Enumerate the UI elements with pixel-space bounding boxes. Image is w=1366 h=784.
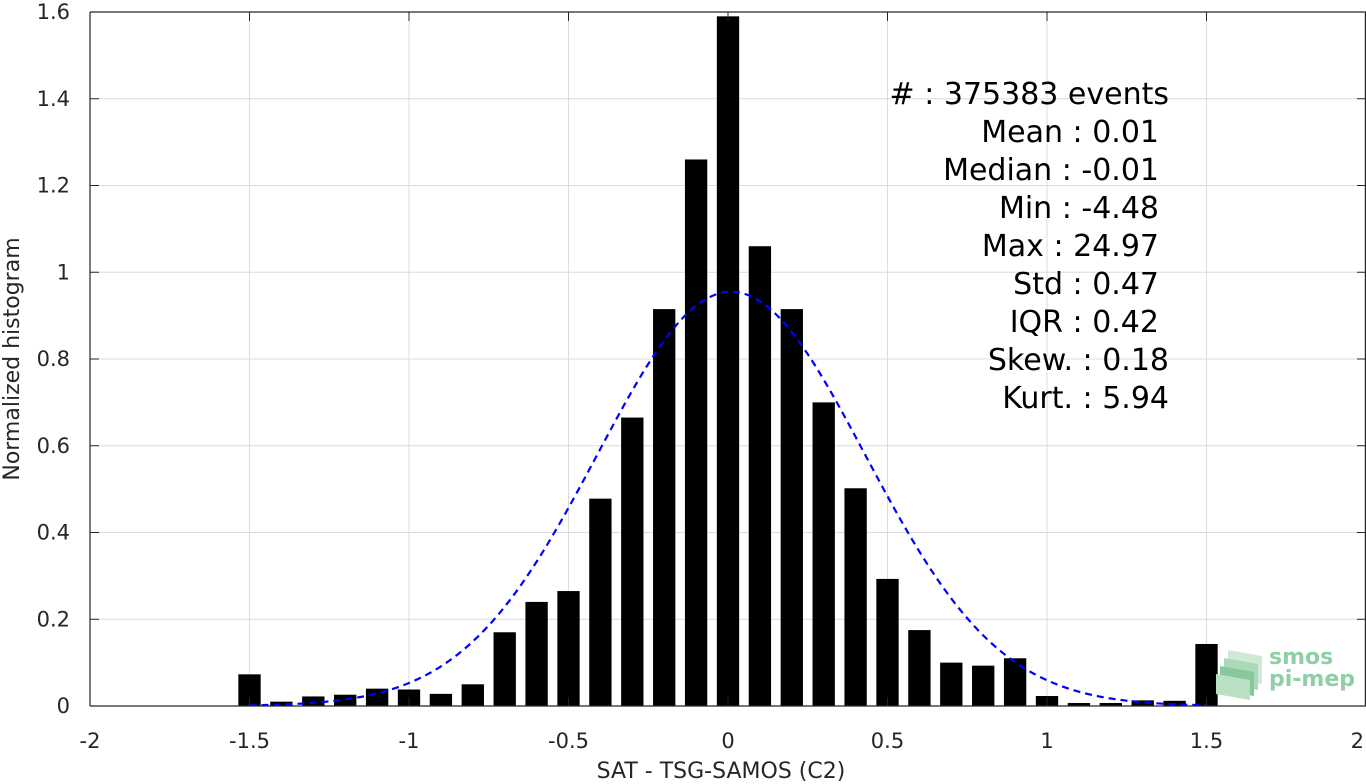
histogram-bar (940, 662, 963, 706)
smos-pi-mep-logo: smos pi-mep (1216, 645, 1355, 700)
stats-median: Median : -0.01 (943, 153, 1159, 188)
histogram-bar (716, 16, 740, 706)
y-tick-label: 1.4 (37, 87, 70, 111)
y-tick-labels: 0 0.2 0.4 0.6 0.8 1 1.2 1.4 1.6 (37, 0, 70, 718)
y-tick-label: 0.8 (37, 347, 70, 371)
logo-text-pi-mep: pi-mep (1269, 667, 1355, 692)
x-tick-label: -1 (399, 729, 420, 753)
y-tick-label: 1.6 (37, 0, 70, 24)
histogram-bar (812, 402, 835, 706)
x-tick-label: 0.5 (871, 729, 904, 753)
histogram-bar (876, 578, 899, 706)
y-axis-label: Normalized histogram (0, 237, 25, 480)
histogram-bar (238, 674, 261, 706)
stats-kurt: Kurt. : 5.94 (1002, 381, 1169, 416)
gaussian-fit-curve (249, 290, 1207, 707)
histogram-bar (908, 630, 931, 706)
logo-text-smos: smos (1269, 645, 1333, 670)
x-tick-label: -2 (80, 729, 101, 753)
histogram-bar (461, 684, 484, 706)
y-tick-label: 1.2 (37, 174, 70, 198)
histogram-bar (653, 309, 676, 706)
x-tick-label: 2 (1351, 729, 1364, 753)
histogram-bar (1131, 700, 1154, 706)
x-tick-label: -1.5 (229, 729, 270, 753)
logo-graphic-icon (1216, 650, 1262, 700)
histogram-bar (589, 498, 612, 706)
histogram-bar (429, 693, 453, 706)
y-tick-label: 0.6 (37, 434, 70, 458)
histogram-bar (270, 701, 293, 706)
x-axis-label: SAT - TSG-SAMOS (C2) (597, 759, 846, 784)
stats-iqr: IQR : 0.42 (1010, 305, 1159, 340)
histogram-bar (1003, 658, 1027, 706)
histogram-bars (238, 16, 1218, 707)
x-tick-label: 1.5 (1190, 729, 1223, 753)
histogram-bar (844, 488, 867, 706)
x-tick-label: 0 (721, 729, 734, 753)
stats-skew: Skew. : 0.18 (988, 343, 1169, 378)
y-tick-label: 0.4 (37, 521, 70, 545)
histogram-bar (972, 665, 995, 706)
histogram-bar (302, 696, 325, 706)
histogram-bar (1099, 702, 1122, 706)
y-tick-label: 0.2 (37, 607, 70, 631)
histogram-bar (621, 417, 644, 706)
histogram-bar (525, 601, 548, 706)
y-tick-label: 0 (57, 694, 70, 718)
stats-min: Min : -4.48 (999, 191, 1159, 226)
histogram-bar (780, 309, 803, 706)
y-tick-label: 1 (57, 260, 70, 284)
x-tick-label: -0.5 (548, 729, 589, 753)
stats-mean: Mean : 0.01 (981, 115, 1159, 150)
histogram-bar (493, 632, 516, 706)
histogram-bar (1195, 643, 1218, 706)
histogram-bar (748, 246, 772, 706)
histogram-bar (684, 159, 708, 707)
histogram-bar (334, 694, 357, 706)
histogram-bar (557, 591, 580, 706)
axes (89, 11, 1366, 707)
stats-std: Std : 0.47 (1013, 267, 1159, 302)
stats-max: Max : 24.97 (982, 229, 1159, 264)
stats-events: # : 375383 events (890, 77, 1169, 112)
x-tick-labels: -2 -1.5 -1 -0.5 0 0.5 1 1.5 2 (80, 729, 1364, 753)
histogram-bar (1067, 702, 1091, 706)
stats-box: # : 375383 events Mean : 0.01 Median : -… (890, 77, 1169, 416)
x-tick-label: 1 (1040, 729, 1053, 753)
